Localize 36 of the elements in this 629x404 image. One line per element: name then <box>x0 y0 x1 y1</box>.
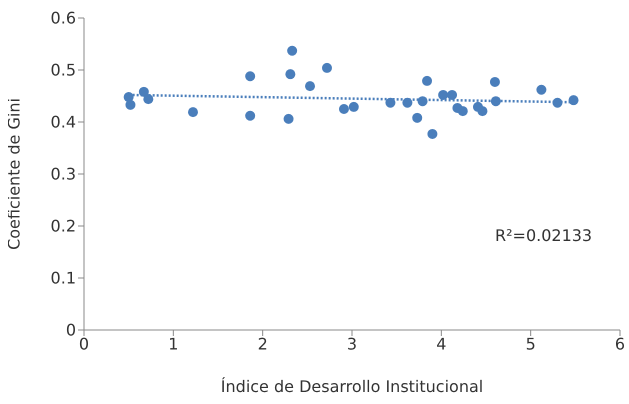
point <box>305 81 316 92</box>
point <box>245 71 256 82</box>
x-tick-label: 0 <box>78 334 90 354</box>
point <box>422 76 432 86</box>
point <box>427 128 438 139</box>
y-tick-label: 0.3 <box>50 164 76 184</box>
point <box>322 62 332 73</box>
point <box>284 114 294 124</box>
y-tick-label: 0.2 <box>50 216 76 236</box>
x-tick-label: 3 <box>346 334 358 354</box>
point <box>338 104 349 114</box>
x-tick-label: 1 <box>168 334 178 354</box>
point <box>438 90 448 100</box>
point <box>348 102 359 112</box>
point <box>536 84 546 95</box>
x-axis-title: Índice de Desarrollo Institucional <box>220 377 484 396</box>
point <box>477 106 488 116</box>
point <box>125 100 136 110</box>
y-tick-label: 0.4 <box>50 112 76 132</box>
x-tick-label: 5 <box>526 334 536 354</box>
point <box>412 112 422 123</box>
point <box>490 76 500 87</box>
point <box>245 110 256 121</box>
point <box>285 69 296 80</box>
y-tick-label: 0.6 <box>50 8 76 28</box>
point <box>458 106 468 116</box>
y-tick-label: 0.5 <box>50 60 76 80</box>
y-tick-label: 0.1 <box>50 268 76 288</box>
annotation: R²=0.02133 <box>495 226 592 245</box>
x-tick-label: 2 <box>258 334 268 354</box>
y-tick-label: 0 <box>66 320 76 340</box>
x-tick-label: 6 <box>614 334 626 354</box>
point <box>447 90 458 100</box>
point <box>188 107 198 118</box>
x-tick-label: 4 <box>436 334 446 354</box>
point <box>287 46 298 56</box>
